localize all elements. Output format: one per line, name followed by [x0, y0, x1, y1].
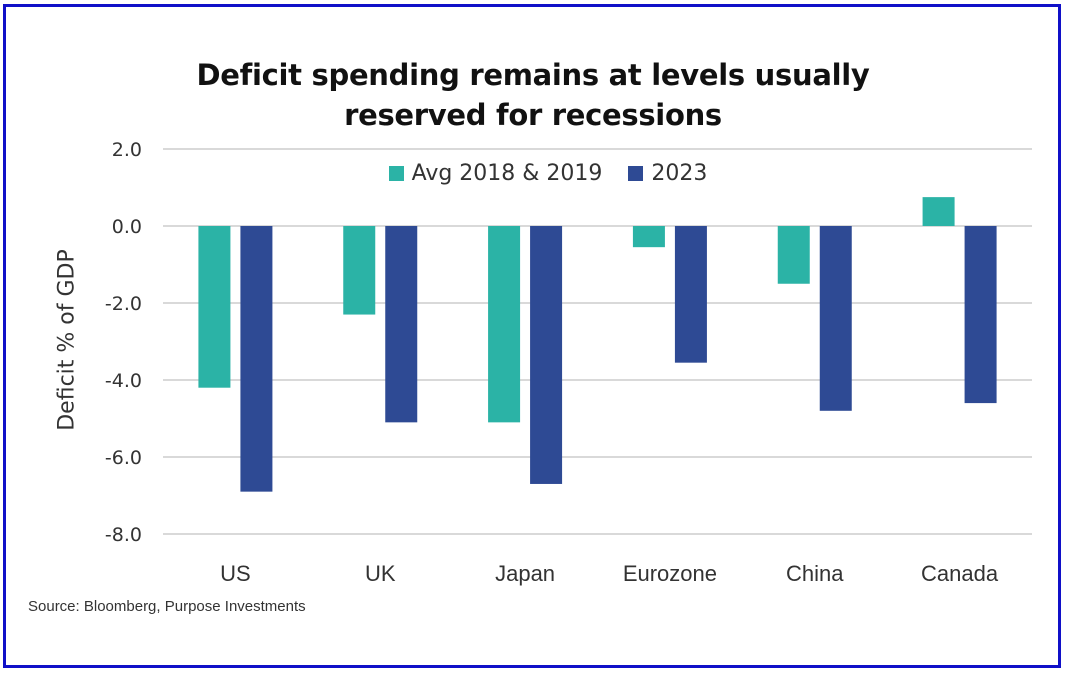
legend-label-2023: 2023	[651, 160, 708, 186]
chart-title-line-1: Deficit spending remains at levels usual…	[196, 58, 870, 92]
y-tick-label: 2.0	[112, 139, 142, 161]
legend-swatch-avg-2018-2019	[388, 165, 404, 181]
y-tick-label: -6.0	[105, 447, 142, 469]
source-note: Source: Bloomberg, Purpose Investments	[28, 598, 306, 615]
x-tick-label: Japan	[495, 561, 555, 586]
chart-title: Deficit spending remains at levels usual…	[0, 55, 1066, 135]
bar-2023-canada	[964, 226, 997, 404]
y-tick-label: -2.0	[105, 293, 142, 315]
chart-title-line-2: reserved for recessions	[344, 98, 722, 132]
legend-item-2023: 2023	[628, 161, 707, 186]
x-tick-label: China	[786, 561, 844, 586]
legend-swatch-2023	[628, 165, 644, 181]
bar-2023-us	[240, 226, 273, 492]
y-tick-label: -4.0	[105, 370, 142, 392]
y-tick-label: -8.0	[105, 524, 142, 546]
bar-avg-2018-2019-us	[198, 226, 231, 388]
chart-legend: Avg 2018 & 2019 2023	[0, 158, 1066, 188]
x-tick-label: Canada	[921, 561, 999, 586]
x-tick-label: Eurozone	[623, 561, 717, 586]
y-axis-title: Deficit % of GDP	[54, 249, 80, 431]
bar-avg-2018-2019-china	[777, 226, 810, 284]
bar-avg-2018-2019-canada	[922, 197, 955, 226]
legend-label-avg-2018-2019: Avg 2018 & 2019	[411, 160, 603, 186]
x-tick-label: US	[220, 561, 251, 586]
bar-avg-2018-2019-uk	[343, 226, 376, 315]
bar-2023-uk	[385, 226, 418, 423]
x-tick-label: UK	[365, 561, 396, 586]
y-tick-label: 0.0	[112, 216, 142, 238]
bar-avg-2018-2019-japan	[488, 226, 521, 423]
bar-avg-2018-2019-eurozone	[632, 226, 665, 248]
bar-2023-eurozone	[674, 226, 707, 363]
legend-item-avg-2018-2019: Avg 2018 & 2019	[388, 160, 603, 186]
bar-2023-china	[819, 226, 852, 411]
bar-2023-japan	[530, 226, 563, 484]
